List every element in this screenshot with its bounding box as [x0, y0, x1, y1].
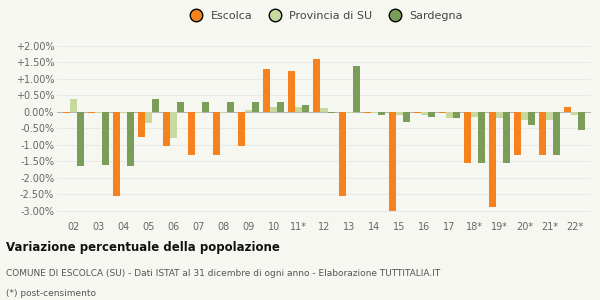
Bar: [546, 112, 553, 120]
Bar: [464, 112, 471, 163]
Bar: [163, 112, 170, 146]
Bar: [346, 112, 353, 113]
Bar: [313, 59, 320, 112]
Bar: [414, 112, 421, 113]
Bar: [478, 112, 485, 163]
Bar: [295, 107, 302, 112]
Bar: [138, 112, 145, 136]
Bar: [489, 112, 496, 208]
Bar: [453, 112, 460, 118]
Bar: [77, 112, 84, 166]
Bar: [446, 112, 453, 118]
Bar: [113, 112, 120, 196]
Bar: [177, 102, 184, 112]
Bar: [539, 112, 546, 155]
Bar: [564, 107, 571, 112]
Bar: [553, 112, 560, 155]
Bar: [213, 112, 220, 155]
Bar: [188, 112, 195, 155]
Bar: [202, 102, 209, 112]
Bar: [389, 112, 396, 211]
Bar: [371, 112, 377, 113]
Bar: [571, 112, 578, 115]
Bar: [70, 98, 77, 112]
Text: (*) post-censimento: (*) post-censimento: [6, 289, 96, 298]
Bar: [227, 102, 234, 112]
Bar: [421, 112, 428, 115]
Bar: [289, 70, 295, 112]
Bar: [170, 112, 177, 138]
Bar: [271, 107, 277, 112]
Bar: [521, 112, 528, 120]
Bar: [102, 112, 109, 164]
Bar: [377, 112, 385, 115]
Bar: [120, 112, 127, 113]
Bar: [514, 112, 521, 155]
Bar: [152, 98, 159, 112]
Bar: [220, 112, 227, 113]
Bar: [245, 110, 252, 112]
Bar: [578, 112, 585, 130]
Bar: [428, 112, 435, 117]
Bar: [320, 108, 328, 112]
Bar: [403, 112, 410, 122]
Bar: [263, 69, 271, 112]
Bar: [88, 112, 95, 113]
Bar: [396, 112, 403, 115]
Bar: [439, 112, 446, 113]
Bar: [364, 112, 371, 113]
Bar: [63, 112, 70, 113]
Bar: [503, 112, 510, 163]
Bar: [127, 112, 134, 166]
Text: Variazione percentuale della popolazione: Variazione percentuale della popolazione: [6, 242, 280, 254]
Bar: [238, 112, 245, 146]
Bar: [252, 102, 259, 112]
Bar: [328, 112, 335, 113]
Bar: [195, 112, 202, 113]
Bar: [145, 112, 152, 123]
Bar: [95, 112, 102, 113]
Legend: Escolca, Provincia di SU, Sardegna: Escolca, Provincia di SU, Sardegna: [181, 7, 467, 26]
Bar: [496, 112, 503, 118]
Bar: [353, 66, 359, 112]
Text: COMUNE DI ESCOLCA (SU) - Dati ISTAT al 31 dicembre di ogni anno - Elaborazione T: COMUNE DI ESCOLCA (SU) - Dati ISTAT al 3…: [6, 268, 440, 278]
Bar: [302, 105, 310, 112]
Bar: [528, 112, 535, 125]
Bar: [277, 102, 284, 112]
Bar: [338, 112, 346, 196]
Bar: [471, 112, 478, 117]
